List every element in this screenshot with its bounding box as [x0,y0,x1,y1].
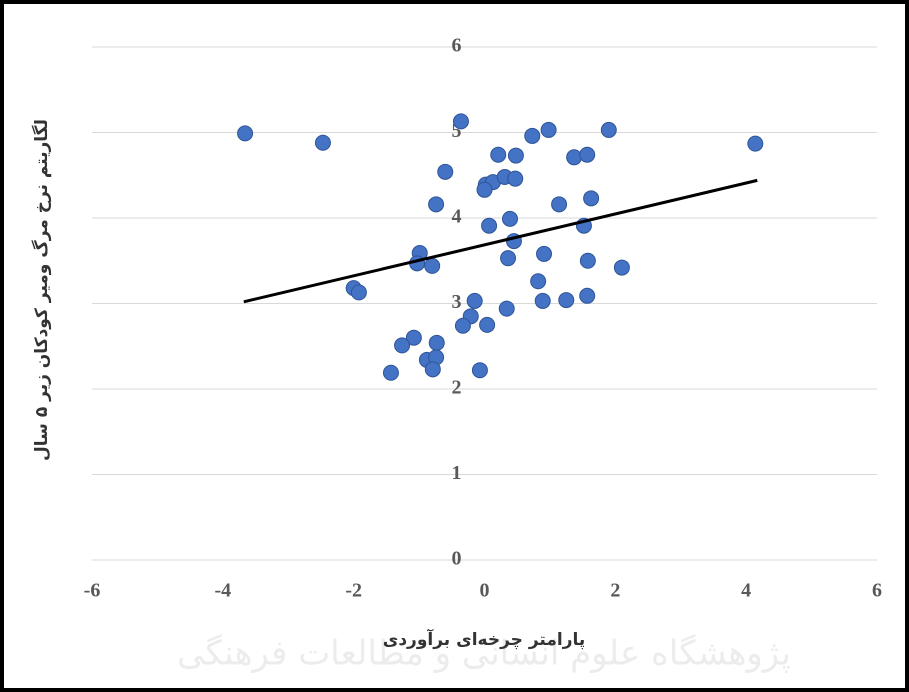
watermark: پژوهشگاه علوم انسانی و مطالعات فرهنگی [177,634,791,674]
point [428,334,445,351]
point [579,252,596,269]
point [583,190,600,207]
point [452,113,469,130]
point [454,317,471,334]
y-tick-label: 4 [452,206,462,228]
x-axis-label: پارامتر چرخه‌ای برآوردی [383,628,586,650]
y-tick-label: 5 [452,120,462,142]
point [551,196,568,213]
point [540,121,557,138]
point [558,292,575,309]
point [613,259,630,276]
point [437,163,454,180]
point [579,287,596,304]
point [507,147,524,164]
point [502,210,519,227]
point [747,135,764,152]
point [524,127,541,144]
y-axis-label: لگاریتم نرخ مرگ ومیر کودکان زیر ۵ سال [31,119,52,461]
point [405,329,422,346]
y-tick-label: 6 [452,35,462,57]
point [479,316,496,333]
x-tick-label: -6 [84,580,101,602]
point [466,292,483,309]
point [314,134,331,151]
point [566,149,583,166]
x-tick-label: -4 [214,580,231,602]
x-tick-label: 4 [741,580,751,602]
point [481,217,498,234]
trendline [243,178,758,304]
point [534,292,551,309]
x-tick-label: 2 [610,580,620,602]
point [382,364,399,381]
point [350,284,367,301]
point [424,361,441,378]
y-tick-label: 3 [452,291,462,313]
point [507,170,524,187]
point [237,125,254,142]
point [490,146,507,163]
point [500,250,517,267]
point [579,146,596,163]
point [536,245,553,262]
x-tick-label: 6 [872,580,882,602]
point [600,121,617,138]
point [394,337,411,354]
y-tick-label: 0 [452,548,462,570]
y-tick-label: 1 [452,462,462,484]
point [424,257,441,274]
y-tick-label: 2 [452,377,462,399]
point [471,362,488,379]
point [498,300,515,317]
point [428,196,445,213]
x-tick-label: -2 [345,580,362,602]
point [530,273,547,290]
point [476,181,493,198]
x-tick-label: 0 [480,580,490,602]
